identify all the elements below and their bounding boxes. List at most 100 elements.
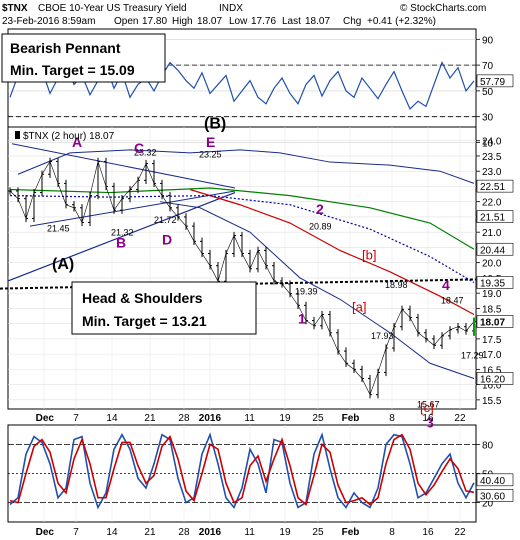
stoch-xtick-label: 14 — [106, 527, 118, 538]
price-xtick-label: 16 — [422, 413, 434, 424]
chg-label: Chg — [343, 16, 361, 27]
last-value: 18.07 — [305, 16, 330, 27]
price-right-tag: 16.20 — [480, 375, 505, 386]
price-xtick-label: 7 — [73, 413, 79, 424]
hs-note-line2: Min. Target = 13.21 — [82, 313, 207, 329]
price-panel — [7, 126, 477, 410]
stoch-right-tag-box — [476, 489, 514, 502]
price-xtick-label: 2016 — [199, 413, 222, 424]
legend-swatch — [15, 131, 20, 139]
price-right-tag: 20.44 — [480, 245, 505, 256]
stoch-right-tag-box — [476, 473, 514, 487]
price-line — [9, 160, 475, 396]
stoch-xtick-label: 28 — [178, 527, 190, 538]
price-right-tag-box — [476, 276, 514, 289]
symbol-label: $TNX — [2, 3, 28, 14]
pennant-lower-line — [29, 190, 236, 227]
top-ytick-label: 50 — [482, 87, 494, 98]
price-ytick-label: 17.5 — [482, 335, 502, 346]
price-ytick-label: 23.5 — [482, 152, 502, 163]
wave-label: 2 — [316, 201, 324, 217]
price-right-tag-box — [476, 179, 514, 193]
peak-label: 19.39 — [295, 286, 318, 296]
wave-label: 4 — [442, 277, 450, 293]
price-xtick-label: 8 — [389, 413, 395, 424]
exchange-label: INDX — [219, 3, 243, 14]
price-ytick-label: 16.5 — [482, 365, 502, 376]
price-ytick-label: 21.0 — [482, 228, 502, 239]
top-ytick-label: 30 — [482, 113, 494, 124]
price-xtick-label: 28 — [178, 413, 190, 424]
stoch-series-line — [9, 433, 475, 506]
chg-value: +0.41 (+2.32%) — [367, 16, 436, 27]
price-right-tag: 22.51 — [480, 182, 505, 193]
stoch-ytick-label: 20 — [482, 499, 494, 510]
price-xtick-label: 19 — [279, 413, 291, 424]
price-ytick-label: 15.5 — [482, 396, 502, 407]
price-ytick-label: 16.0 — [482, 381, 502, 392]
wave-label: (A) — [52, 256, 74, 273]
moving-average-line — [9, 194, 475, 283]
top-ytick-label: 10 — [482, 138, 494, 149]
pennant-note-line1: Bearish Pennant — [10, 40, 121, 56]
open-label: Open — [114, 16, 138, 27]
peak-label: 18.98 — [385, 280, 408, 290]
chart-header: $TNX CBOE 10-Year US Treasury Yield INDX… — [2, 3, 486, 27]
price-xtick-label: 11 — [244, 413, 255, 424]
date-label: 23-Feb-2016 8:59am — [2, 16, 95, 27]
wave-label: D — [162, 231, 172, 247]
price-ytick-label: 22.0 — [482, 198, 502, 209]
wave-label: A — [72, 134, 82, 150]
peak-label: 21.32 — [111, 227, 134, 237]
stoch-xtick-label: 22 — [454, 527, 466, 538]
wave-label: (B) — [204, 116, 226, 133]
price-legend: $TNX (2 hour) 18.07 — [15, 131, 115, 142]
hs-note-box — [71, 281, 257, 335]
stoch-xtick-label: 8 — [389, 527, 395, 538]
stoch-xtick-label: Feb — [342, 527, 360, 538]
peak-label: 17.29 — [461, 350, 484, 360]
wave-label: [a] — [352, 299, 366, 314]
top-ytick-label: 70 — [482, 61, 494, 72]
wave-label: [c] — [420, 400, 434, 415]
hs-note: Head & Shoulders Min. Target = 13.21 — [71, 281, 257, 335]
peak-label: 15.67 — [417, 400, 440, 410]
stoch-xtick-label: 2016 — [199, 527, 222, 538]
price-ytick-label: 23.0 — [482, 167, 502, 178]
pennant-note-box — [1, 33, 166, 83]
price-ytick-label: 19.0 — [482, 289, 502, 300]
price-right-tag-box — [476, 242, 514, 256]
price-ytick-label: 24.0 — [482, 137, 502, 148]
pennant-note: Bearish Pennant Min. Target = 15.09 — [1, 33, 166, 83]
stoch-xtick-label: 19 — [279, 527, 291, 538]
peak-label: 23.32 — [134, 147, 157, 157]
top-current-value-box — [476, 74, 514, 88]
last-label: Last — [282, 16, 301, 27]
stoch-xtick-label: 16 — [422, 527, 434, 538]
moving-average-line — [189, 188, 475, 316]
price-xtick-label: 14 — [106, 413, 118, 424]
price-xtick-label: 22 — [454, 413, 466, 424]
lower-band-line — [159, 201, 475, 379]
pennant-note-line2: Min. Target = 15.09 — [10, 62, 135, 78]
stoch-right-tag: 30.60 — [480, 491, 505, 502]
peak-label: 20.89 — [309, 222, 332, 232]
high-value: 18.07 — [197, 16, 222, 27]
peak-label: 23.25 — [199, 150, 222, 160]
price-right-tag: 21.51 — [480, 213, 505, 224]
price-layer: 24.023.523.022.522.021.521.020.520.019.5… — [0, 116, 514, 430]
peak-label: 17.93 — [371, 331, 394, 341]
price-legend-label: $TNX (2 hour) 18.07 — [23, 131, 115, 142]
open-value: 17.80 — [142, 16, 167, 27]
stoch-xtick-label: 21 — [144, 527, 156, 538]
price-right-tag-box — [476, 210, 514, 223]
upper-band-line — [17, 149, 475, 184]
stoch-series-line — [9, 432, 475, 510]
peak-label: 18.47 — [441, 295, 464, 305]
top-indicator-line — [9, 57, 475, 110]
stoch-right-tag: 40.40 — [480, 476, 505, 487]
price-xtick-label: Dec — [36, 413, 55, 424]
top-current-value: 57.79 — [480, 77, 505, 88]
